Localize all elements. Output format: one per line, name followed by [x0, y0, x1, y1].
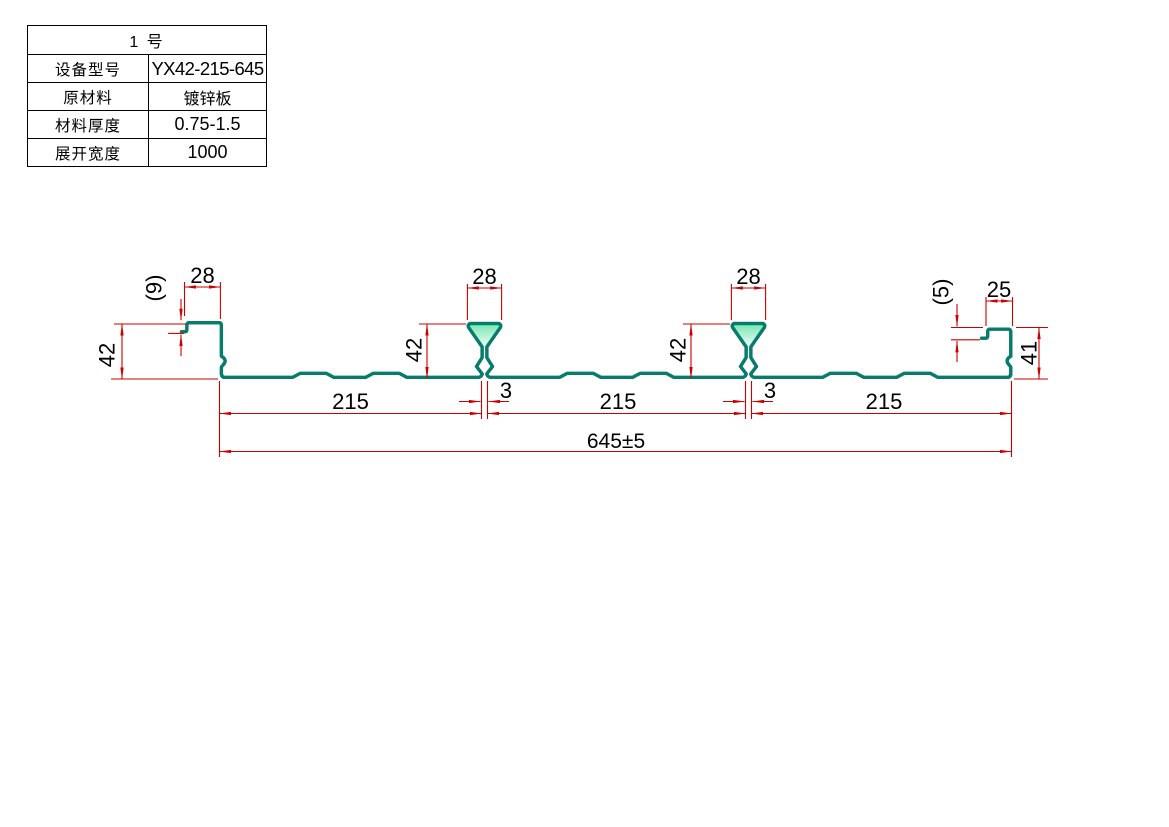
dim-span1: 215: [332, 389, 369, 414]
row-value-width: 1000: [187, 142, 228, 162]
extension-lines: [111, 282, 1048, 457]
spec-table: 1 号 设备型号 YX42-215-645 原材料 镀锌板 材料厚度 0.75-…: [27, 25, 267, 167]
dim-overall-width: 645±5: [587, 430, 645, 453]
rib1-fill: [468, 323, 501, 347]
dim-rib2-gap: 3: [764, 378, 776, 403]
table-row: 展开宽度 1000: [28, 138, 266, 166]
dim-span2: 215: [600, 389, 637, 414]
rib2-fill: [732, 323, 765, 347]
dim-right-height: 41: [1017, 341, 1042, 365]
row-value-material: 镀锌板: [183, 90, 232, 108]
dimension-labels: 28 (9) 42 28 42 3 28 42 3 (5) 25 41 215 …: [95, 263, 1042, 453]
dim-rib1-height: 42: [402, 338, 427, 362]
row-label-material: 原材料: [28, 83, 149, 110]
dim-right-lip-height: (5): [929, 279, 954, 306]
table-row: 原材料 镀锌板: [28, 82, 266, 110]
dim-rib1-gap: 3: [500, 378, 512, 403]
sheet-profile-inner: [179, 321, 1013, 380]
sheet-profile: [179, 321, 1013, 380]
row-label-thickness: 材料厚度: [28, 111, 149, 138]
dim-span3: 215: [866, 389, 903, 414]
dim-left-top-width: 28: [190, 263, 214, 288]
dim-left-lip-height: (9): [142, 275, 167, 302]
table-row-title: 1 号: [28, 26, 266, 54]
row-value-model: YX42-215-645: [151, 57, 264, 79]
row-label-width: 展开宽度: [28, 139, 149, 166]
dim-rib2-height: 42: [666, 338, 691, 362]
table-row: 材料厚度 0.75-1.5: [28, 110, 266, 138]
table-row: 设备型号 YX42-215-645: [28, 54, 266, 82]
dim-rib2-width: 28: [736, 264, 760, 289]
dim-left-height: 42: [95, 343, 120, 367]
dim-rib1-width: 28: [472, 264, 496, 289]
row-label-model: 设备型号: [28, 55, 149, 82]
dim-right-top-width: 25: [987, 277, 1011, 302]
row-value-thickness: 0.75-1.5: [174, 114, 241, 134]
profile-number: 1 号: [129, 34, 165, 51]
dimension-lines: [120, 285, 1041, 454]
